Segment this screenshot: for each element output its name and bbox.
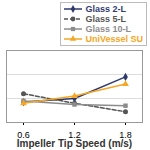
html-text:UniVessel SU: UniVessel SU <box>85 34 143 44</box>
html-text:Glass 2-L: Glass 2-L <box>85 4 126 14</box>
svg-text:Impeller Tip Speed (m/s): Impeller Tip Speed (m/s) <box>17 138 132 149</box>
html-text:Glass 10-L: Glass 10-L <box>85 24 131 34</box>
svg-text:0.6: 0.6 <box>17 129 30 140</box>
svg-text:1.2: 1.2 <box>68 129 81 140</box>
html-text:Glass 5-L: Glass 5-L <box>85 14 126 24</box>
svg-text:1.8: 1.8 <box>119 129 132 140</box>
